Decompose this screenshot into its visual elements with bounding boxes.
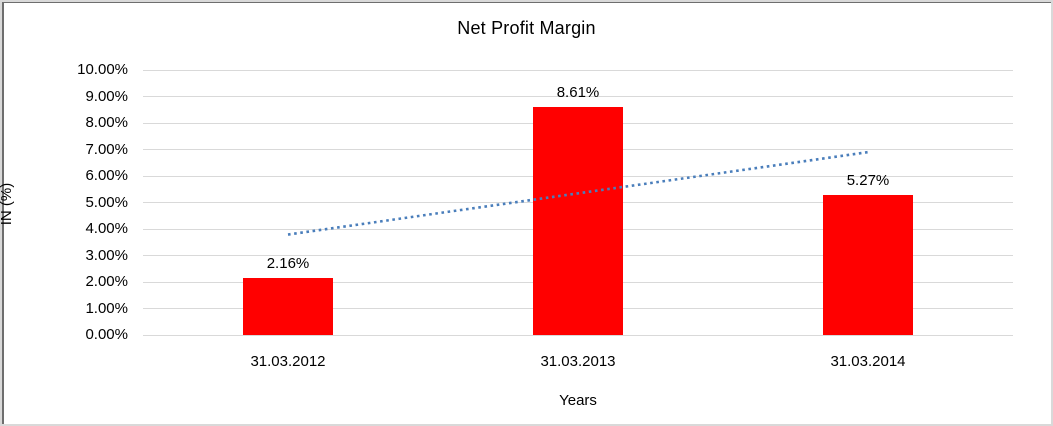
y-tick-label: 8.00%: [85, 114, 128, 131]
y-tick-label: 2.00%: [85, 273, 128, 290]
y-tick-label: 5.00%: [85, 193, 128, 211]
gridline: [143, 334, 1013, 336]
plot-area: 2.16% 8.61% 5.27%: [143, 69, 1013, 336]
chart-title: Net Profit Margin: [457, 18, 596, 38]
x-tick-label: 31.03.2012: [250, 353, 326, 370]
bar-31.03.2012: [243, 277, 333, 335]
gridline: [143, 96, 1013, 97]
y-tick-label: 0.00%: [85, 326, 128, 343]
bar-data-label: 5.27%: [846, 172, 890, 190]
x-tick-label: 31.03.2014: [830, 353, 906, 370]
gridline: [143, 69, 1013, 71]
x-axis-title: Years: [559, 392, 597, 409]
bar-data-label: 8.61%: [556, 83, 600, 101]
y-tick-label: 1.00%: [85, 299, 128, 317]
trendline: [287, 150, 869, 236]
trendline-path: [287, 150, 869, 236]
y-tick-label: 9.00%: [85, 87, 128, 105]
frame-border-left: [2, 2, 4, 424]
y-tick-label: 4.00%: [85, 220, 128, 237]
y-tick-label: 6.00%: [85, 167, 128, 184]
frame-border-top: [2, 2, 1051, 3]
bar-31.03.2013: [533, 106, 623, 335]
y-tick-label: 3.00%: [85, 246, 128, 264]
y-tick-label: 10.00%: [77, 61, 128, 78]
bar-data-label: 2.16%: [266, 254, 310, 272]
x-tick-label: 31.03.2013: [540, 353, 616, 370]
y-tick-label: 7.00%: [85, 140, 128, 158]
bar-31.03.2014: [823, 195, 913, 335]
